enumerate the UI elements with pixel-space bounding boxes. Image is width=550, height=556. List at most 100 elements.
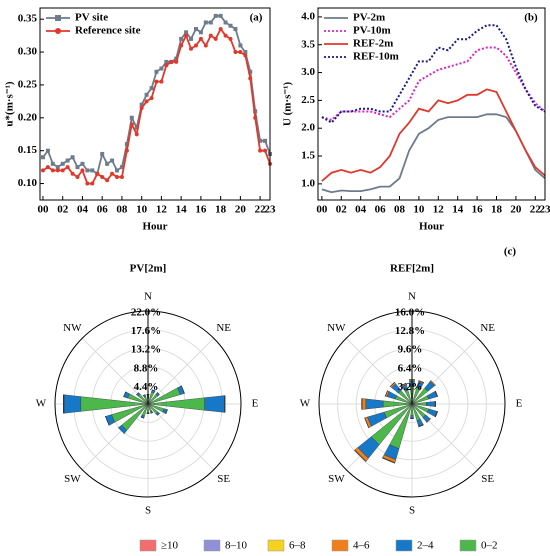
- sector: [410, 415, 414, 419]
- marker: [45, 165, 50, 170]
- marker: [258, 138, 263, 143]
- marker: [100, 174, 105, 179]
- panel-label: (a): [250, 12, 263, 24]
- sector: [435, 391, 438, 397]
- marker: [80, 168, 85, 173]
- marker: [50, 168, 55, 173]
- x-tick-label: 23: [265, 204, 277, 216]
- y-tick-label: 2.0: [301, 122, 315, 134]
- sector: [365, 398, 384, 410]
- legend-label: 2–4: [417, 540, 434, 552]
- r-tick-label: 8.8%: [134, 362, 159, 374]
- marker: [179, 43, 184, 48]
- marker: [139, 105, 144, 110]
- panel-label: (c): [504, 246, 517, 258]
- panel-label: (b): [524, 12, 538, 24]
- r-tick-label: 17.6%: [131, 325, 161, 337]
- x-tick-label: 23: [540, 204, 550, 216]
- marker: [189, 36, 194, 41]
- sector: [150, 412, 153, 414]
- sector: [165, 409, 168, 414]
- marker: [50, 161, 55, 166]
- marker: [223, 33, 228, 38]
- sector: [362, 398, 366, 410]
- legend-marker: [55, 28, 61, 34]
- legend-label: PV site: [75, 12, 108, 24]
- series-line: [42, 15, 271, 176]
- legend-label: 0–2: [481, 540, 498, 552]
- x-tick-label: 04: [77, 204, 89, 216]
- y-tick-label: 0.15: [18, 144, 38, 156]
- marker: [154, 79, 159, 84]
- series-line: [321, 88, 546, 182]
- marker: [75, 165, 80, 170]
- marker: [159, 79, 164, 84]
- sector: [105, 416, 110, 426]
- sector: [181, 385, 185, 394]
- marker: [80, 161, 85, 166]
- direction-label: SE: [481, 473, 494, 485]
- marker: [119, 165, 124, 170]
- marker: [90, 168, 95, 173]
- marker: [258, 148, 263, 153]
- x-tick-label: 02: [57, 204, 69, 216]
- x-tick-label: 12: [156, 204, 168, 216]
- marker: [40, 155, 45, 160]
- marker: [198, 36, 203, 41]
- marker: [95, 171, 100, 176]
- sector: [63, 394, 81, 414]
- marker: [174, 56, 179, 61]
- marker: [213, 36, 218, 41]
- marker: [203, 20, 208, 25]
- x-tick-label: 14: [176, 204, 188, 216]
- x-tick-label: 10: [413, 204, 425, 216]
- direction-label: N: [144, 291, 152, 303]
- marker: [233, 27, 238, 32]
- x-tick-label: 06: [375, 204, 387, 216]
- marker: [243, 53, 248, 58]
- legend-label: 4–6: [353, 540, 370, 552]
- x-tick-label: 20: [510, 204, 522, 216]
- marker: [248, 76, 253, 81]
- marker: [238, 43, 243, 48]
- marker: [263, 138, 268, 143]
- spoke: [147, 403, 215, 471]
- marker: [193, 43, 198, 48]
- legend-label: ≥10: [161, 540, 179, 552]
- legend-label: 8–10: [225, 540, 248, 552]
- direction-label: NW: [63, 322, 82, 334]
- marker: [213, 13, 218, 18]
- legend-label: Reference site: [75, 25, 141, 37]
- direction-label: W: [36, 398, 47, 410]
- y-tick-label: 3.0: [301, 66, 315, 78]
- x-axis-label: Hour: [419, 221, 444, 233]
- sector: [435, 411, 438, 417]
- plot-frame: [39, 7, 271, 201]
- marker: [144, 92, 149, 97]
- direction-label: E: [252, 398, 259, 410]
- x-axis-label: Hour: [142, 221, 167, 233]
- x-tick-label: 14: [452, 204, 464, 216]
- marker: [228, 23, 233, 28]
- marker: [208, 20, 213, 25]
- marker: [228, 36, 233, 41]
- legend-label: PV-10m: [353, 25, 391, 37]
- sector: [143, 394, 146, 396]
- x-tick-label: 00: [37, 204, 49, 216]
- marker: [164, 63, 169, 68]
- direction-label: NE: [480, 322, 495, 334]
- x-tick-label: 06: [97, 204, 109, 216]
- direction-label: S: [409, 505, 415, 517]
- chart-title: REF[2m]: [390, 263, 434, 275]
- marker: [218, 13, 223, 18]
- marker: [238, 50, 243, 55]
- legend-label: REF-10m: [353, 51, 399, 63]
- sector: [364, 417, 369, 428]
- marker: [100, 151, 105, 156]
- marker: [159, 66, 164, 71]
- marker: [189, 46, 194, 51]
- y-tick-label: 2.5: [301, 94, 315, 106]
- direction-label: SE: [217, 473, 230, 485]
- marker: [223, 20, 228, 25]
- sector: [354, 450, 366, 462]
